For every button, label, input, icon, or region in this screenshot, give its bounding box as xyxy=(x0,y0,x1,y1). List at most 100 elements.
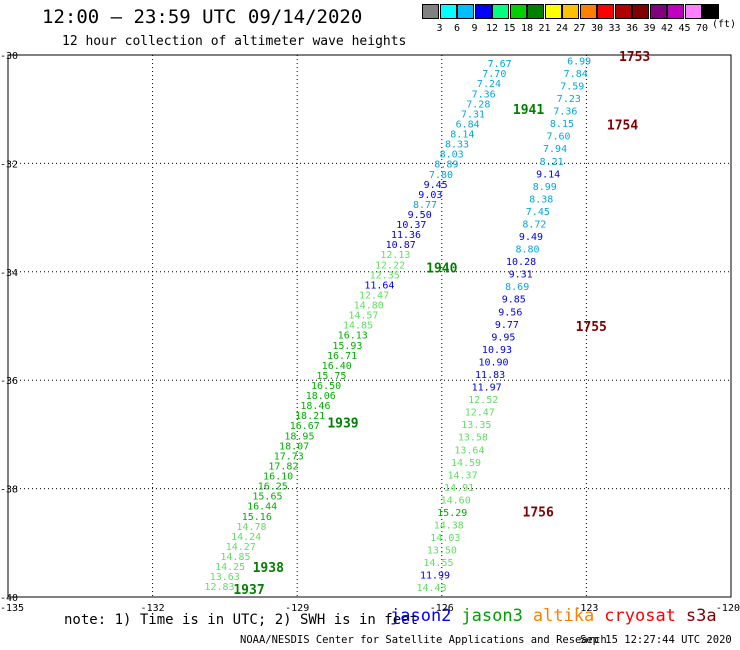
legend-tick-label: 9 xyxy=(471,23,478,34)
legend-tick-label: 36 xyxy=(625,23,639,34)
credit-line: NOAA/NESDIS Center for Satellite Applica… xyxy=(240,634,607,646)
wave-height-value: 11.83 xyxy=(475,370,505,381)
wave-height-value: 15.29 xyxy=(437,508,467,519)
pass-time-label: 1754 xyxy=(607,118,638,133)
wave-height-value: 11.99 xyxy=(420,571,450,582)
wave-height-value: 14.38 xyxy=(434,521,464,532)
pass-time-label: 1938 xyxy=(253,561,284,576)
pass-time-label: 1937 xyxy=(233,583,264,598)
wave-height-value: 16.44 xyxy=(247,502,277,513)
legend-swatch xyxy=(422,4,439,19)
generation-timestamp: Sep 15 12:27:44 UTC 2020 xyxy=(580,634,732,646)
legend-swatch xyxy=(614,4,632,19)
wave-height-value: 18.46 xyxy=(300,401,330,412)
wave-height-value: 9.49 xyxy=(519,232,543,243)
pass-time-label: 1755 xyxy=(576,320,607,335)
pass-time-label: 1940 xyxy=(426,261,457,276)
legend-swatch xyxy=(649,4,667,19)
pass-time-label: 1939 xyxy=(327,416,358,431)
wave-height-value: 13.64 xyxy=(454,445,484,456)
wave-height-value: 14.91 xyxy=(444,483,474,494)
wave-height-value: 14.85 xyxy=(343,321,373,332)
wave-height-value: 9.14 xyxy=(536,169,560,180)
wave-height-value: 8.15 xyxy=(550,119,574,130)
wave-height-value: 10.37 xyxy=(396,220,426,231)
wave-height-value: 14.55 xyxy=(423,558,453,569)
wave-height-value: 18.21 xyxy=(295,411,325,422)
wave-height-value: 14.85 xyxy=(220,552,250,563)
wave-height-value: 16.10 xyxy=(263,472,293,483)
wave-height-value: 14.25 xyxy=(215,562,245,573)
legend-swatch xyxy=(474,4,492,19)
legend-tick-label: 15 xyxy=(503,23,516,34)
wave-height-value: 7.60 xyxy=(546,132,570,143)
wave-height-value: 7.36 xyxy=(553,107,577,118)
wave-height-value: 6.84 xyxy=(456,119,480,130)
wave-height-value: 9.85 xyxy=(502,295,526,306)
wave-height-value: 16.25 xyxy=(258,482,288,493)
legend-tick-label: 6 xyxy=(453,23,461,34)
legend-unit: (ft) xyxy=(712,19,737,30)
legend-swatch xyxy=(597,4,614,19)
wave-height-value: 16.40 xyxy=(322,361,352,372)
pass-time-label: 1941 xyxy=(513,103,544,118)
wave-height-value: 7.59 xyxy=(560,82,584,93)
legend-tick-label: 33 xyxy=(608,23,621,34)
wave-height-value: 8.14 xyxy=(450,130,474,141)
wave-height-value: 14.80 xyxy=(354,301,384,312)
wave-height-value: 11.64 xyxy=(364,280,394,291)
wave-height-value: 15.75 xyxy=(316,371,346,382)
wave-height-value: 7.31 xyxy=(461,109,485,120)
satellite-altika: altika xyxy=(532,606,595,626)
satellite-cryosat: cryosat xyxy=(604,606,676,626)
wave-height-value: 14.78 xyxy=(236,522,266,533)
legend-tick-label: 30 xyxy=(590,23,604,34)
lat-tick-label: -40 xyxy=(0,593,18,604)
legend-swatch xyxy=(684,4,702,19)
wave-height-value: 16.13 xyxy=(338,331,368,342)
legend-swatch xyxy=(492,4,509,19)
legend-swatch xyxy=(562,4,579,19)
wave-height-value: 9.77 xyxy=(495,320,519,331)
map-title: 12:00 – 23:59 UTC 09/14/2020 xyxy=(42,6,363,28)
wave-height-value: 7.36 xyxy=(472,89,496,100)
wave-height-value: 7.80 xyxy=(429,170,453,181)
wave-height-value: 8.77 xyxy=(413,200,437,211)
wave-height-value: 16.67 xyxy=(290,421,320,432)
wave-height-value: 14.43 xyxy=(417,583,447,594)
wave-height-value: 8.21 xyxy=(540,157,564,168)
legend-swatch xyxy=(667,4,684,19)
wave-height-value: 9.50 xyxy=(408,210,432,221)
wave-height-value: 7.24 xyxy=(477,79,501,90)
wave-height-value: 8.89 xyxy=(434,160,458,171)
wave-height-value: 14.03 xyxy=(430,533,460,544)
satellite-legend: jason2 jason3 altika cryosat s3a xyxy=(390,606,727,626)
legend-swatch xyxy=(632,4,649,19)
wave-height-value: 10.87 xyxy=(386,240,416,251)
legend-swatch xyxy=(544,4,562,19)
wave-height-value: 15.93 xyxy=(332,341,362,352)
wave-height-value: 8.38 xyxy=(529,194,553,205)
wave-height-value: 8.72 xyxy=(522,219,546,230)
wave-height-value: 16.71 xyxy=(327,351,357,362)
wave-height-value: 13.63 xyxy=(210,572,240,583)
wave-height-value: 13.50 xyxy=(427,546,457,557)
wave-height-value: 8.80 xyxy=(515,245,539,256)
wave-height-value: 14.60 xyxy=(441,495,471,506)
wave-height-value: 10.93 xyxy=(482,345,512,356)
lat-tick-label: -34 xyxy=(0,268,18,279)
wave-height-value: 12.47 xyxy=(465,408,495,419)
wave-height-value: 7.70 xyxy=(482,69,506,80)
wave-height-value: 12.52 xyxy=(468,395,498,406)
wave-height-value: 9.45 xyxy=(424,180,448,191)
wave-height-value: 14.59 xyxy=(451,458,481,469)
wave-height-value: 12.35 xyxy=(370,270,400,281)
wave-height-value: 12.47 xyxy=(359,290,389,301)
legend-tick-label: 12 xyxy=(485,23,499,34)
wave-height-value: 14.24 xyxy=(231,532,261,543)
wave-height-value: 14.37 xyxy=(447,470,477,481)
wave-height-value: 7.84 xyxy=(564,69,588,80)
wave-height-value: 17.73 xyxy=(274,451,304,462)
lon-tick-label: -135 xyxy=(0,603,24,614)
wave-height-value: 9.31 xyxy=(509,270,533,281)
